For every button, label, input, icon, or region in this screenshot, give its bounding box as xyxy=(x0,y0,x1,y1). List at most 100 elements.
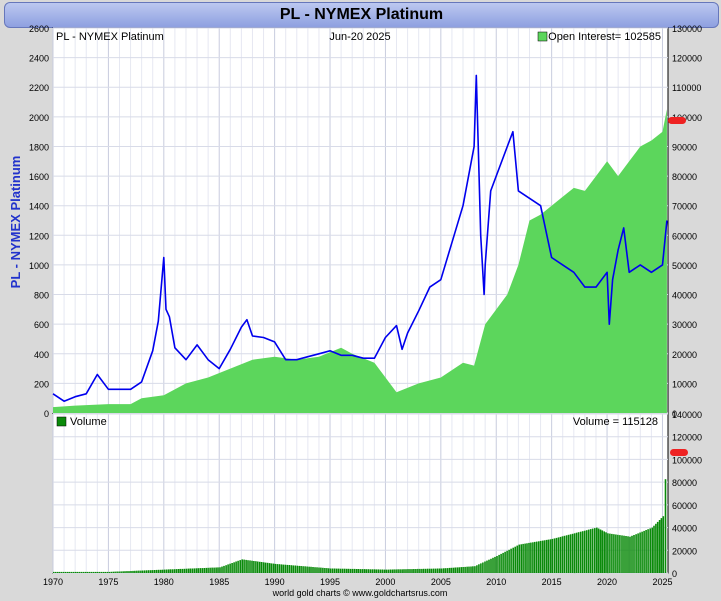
volume-bar xyxy=(522,543,524,573)
volume-bar xyxy=(403,569,405,573)
volume-bar xyxy=(300,566,302,573)
volume-bar xyxy=(74,571,77,573)
volume-bar xyxy=(185,568,188,573)
volume-bar xyxy=(134,570,136,573)
volume-bar xyxy=(361,569,364,573)
volume-bar xyxy=(235,561,237,573)
volume-bar xyxy=(302,566,304,573)
volume-bar xyxy=(609,533,611,573)
volume-bar xyxy=(126,571,128,573)
volume-bar xyxy=(530,542,532,573)
volume-bar xyxy=(90,571,93,573)
left-tick-label: 200 xyxy=(34,379,49,389)
volume-bar xyxy=(427,568,429,573)
volume-bar xyxy=(607,533,609,574)
volume-tick-label: 80000 xyxy=(672,478,697,488)
volume-bar xyxy=(284,564,287,573)
axes-labels: 0 200 400 600 800 1000 1200 1400 1600 1800 2000 220… xyxy=(29,24,702,587)
volume-bar xyxy=(492,557,494,573)
x-tick-label: 2005 xyxy=(431,577,451,587)
right-tick-label: 30000 xyxy=(672,320,697,330)
volume-bar xyxy=(227,564,229,573)
volume-bar xyxy=(482,562,484,573)
volume-bar xyxy=(464,566,466,573)
volume-bar xyxy=(181,568,184,573)
volume-bar xyxy=(583,530,586,573)
volume-bar xyxy=(555,537,558,573)
volume-bar xyxy=(399,569,401,573)
volume-bar xyxy=(102,571,105,573)
right-tick-label: 80000 xyxy=(672,172,697,182)
volume-bar xyxy=(512,547,514,573)
volume-bar xyxy=(151,570,154,573)
volume-current-marker xyxy=(670,449,688,456)
volume-bar xyxy=(639,532,641,573)
volume-tick-label: 20000 xyxy=(672,546,697,556)
volume-bar xyxy=(312,567,314,573)
volume-bar xyxy=(585,530,588,573)
volume-bar xyxy=(478,564,480,573)
volume-bar xyxy=(179,568,182,573)
left-tick-label: 1200 xyxy=(29,231,49,241)
volume-bar xyxy=(573,533,576,574)
volume-bar xyxy=(233,562,235,573)
volume-bar xyxy=(516,545,518,573)
volume-bar xyxy=(341,568,344,573)
volume-bar xyxy=(322,567,324,573)
volume-bar xyxy=(320,567,322,573)
volume-bar xyxy=(553,538,556,573)
volume-bar xyxy=(193,568,196,573)
volume-bar xyxy=(330,568,332,573)
volume-bar xyxy=(387,569,389,573)
volume-bar xyxy=(296,565,298,573)
volume-bar xyxy=(310,566,312,573)
volume-bar xyxy=(264,562,267,573)
volume-bar xyxy=(122,571,124,573)
volume-bar xyxy=(146,570,148,573)
volume-bar xyxy=(532,542,534,573)
volume-bar xyxy=(306,566,308,573)
volume-bar xyxy=(601,530,604,573)
volume-bar xyxy=(328,568,330,573)
volume-legend: Volume xyxy=(70,416,107,428)
volume-bar xyxy=(575,532,578,573)
volume-bar xyxy=(324,568,326,573)
volume-bar xyxy=(460,567,462,573)
volume-bar xyxy=(468,566,470,573)
volume-bar xyxy=(349,568,352,573)
bottom-panel-bg xyxy=(52,413,669,574)
volume-bar xyxy=(371,569,374,573)
volume-bar xyxy=(436,568,439,573)
top-panel-date: Jun-20 2025 xyxy=(329,31,390,43)
volume-bar xyxy=(215,567,217,573)
volume-bar xyxy=(421,568,423,573)
volume-bar xyxy=(379,569,382,573)
right-tick-label: 40000 xyxy=(672,291,697,301)
volume-bar xyxy=(480,563,482,573)
volume-bar xyxy=(94,571,97,573)
volume-bar xyxy=(249,560,251,573)
right-tick-label: 10000 xyxy=(672,379,697,389)
volume-bar xyxy=(355,569,358,573)
volume-bar xyxy=(557,537,560,573)
volume-bar xyxy=(257,561,259,573)
volume-bar xyxy=(60,571,63,573)
left-tick-label: 1600 xyxy=(29,172,49,182)
x-tick-label: 1970 xyxy=(43,577,63,587)
price-layer xyxy=(52,74,668,402)
volume-bar xyxy=(524,543,526,573)
volume-bar xyxy=(130,571,132,573)
volume-bar xyxy=(106,571,108,573)
volume-bar xyxy=(153,570,156,573)
volume-bar xyxy=(488,559,490,573)
volume-bar xyxy=(587,529,590,573)
volume-bar xyxy=(347,568,350,573)
volume-bar xyxy=(76,571,79,573)
volume-bar xyxy=(538,541,540,573)
volume-bar xyxy=(326,568,328,573)
volume-bar xyxy=(217,567,219,573)
volume-value-label: Volume = 115128 xyxy=(573,416,658,428)
volume-bar xyxy=(656,521,659,573)
volume-bar xyxy=(405,569,407,573)
